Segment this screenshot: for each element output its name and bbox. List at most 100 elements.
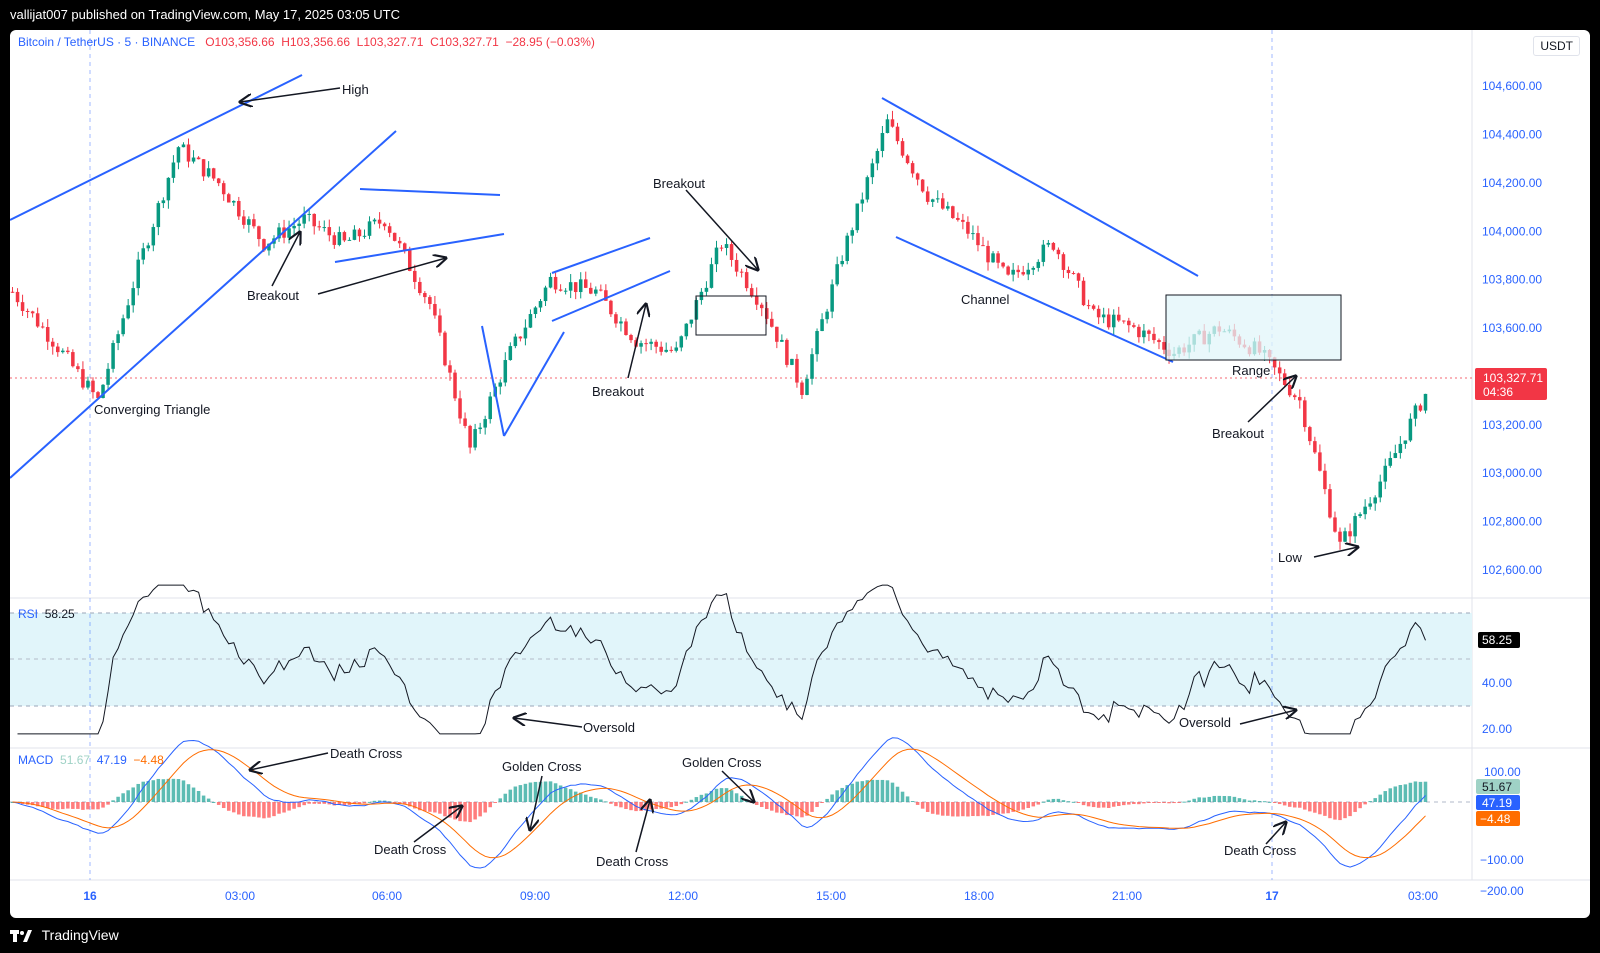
macd-histogram-bar	[1111, 802, 1116, 807]
macd-histogram-bar	[865, 780, 870, 802]
candle-body	[1358, 514, 1362, 517]
candle-body	[1408, 418, 1413, 441]
macd-histogram-bar	[1212, 795, 1217, 802]
candle-body	[196, 157, 201, 160]
brand-name: TradingView	[41, 927, 119, 943]
candle-body	[961, 219, 965, 222]
candle-body	[739, 271, 744, 273]
macd-histogram-bar	[131, 787, 135, 802]
candle-body	[10, 291, 15, 293]
candle-body	[146, 245, 151, 249]
macd-histogram-bar	[1177, 802, 1181, 803]
candle-body	[463, 418, 467, 426]
price-tick: 103,000.00	[1482, 466, 1542, 480]
triangle-upper-trendline	[10, 74, 303, 221]
rsi-series[interactable]	[17, 584, 1426, 735]
candle-body	[1116, 314, 1121, 321]
macd-histogram-bar	[96, 802, 100, 810]
macd-histogram-bar	[1222, 796, 1227, 802]
range-box[interactable]	[1165, 294, 1342, 361]
time-tick: 18:00	[964, 889, 994, 903]
macd-legend-macd: 47.19	[96, 753, 127, 767]
candle-body	[171, 162, 176, 178]
candle-body	[352, 229, 357, 240]
symbol-legend[interactable]: Bitcoin / TetherUS · 5 · BINANCE O103,35…	[18, 35, 595, 49]
candle-body	[413, 270, 417, 282]
candle-body	[709, 264, 714, 288]
macd-histogram-bar	[392, 802, 397, 803]
candle-body	[1292, 395, 1297, 398]
drawings[interactable]	[10, 74, 1199, 479]
rsi-axis[interactable]: 58.25 40.00 20.00	[1478, 632, 1520, 736]
macd-signal-badge-value: −4.48	[1480, 812, 1511, 826]
macd-histogram-bar	[604, 801, 608, 803]
candle-body	[448, 365, 452, 373]
candle-body	[302, 214, 306, 224]
macd-histogram-bar	[322, 802, 327, 804]
macd-histogram-bar	[1313, 802, 1317, 813]
macd-histogram-bar	[800, 802, 804, 818]
candle-body	[679, 336, 684, 348]
macd-histogram-bar	[413, 802, 417, 809]
candle-body	[1308, 427, 1312, 442]
macd-histogram-bar	[971, 802, 975, 817]
macd-histogram-bar	[860, 781, 865, 802]
candle-body	[558, 289, 563, 291]
chart-frame[interactable]: High Converging Triangle Breakout Breako…	[10, 30, 1590, 918]
symbol-name[interactable]: Bitcoin / TetherUS · 5 · BINANCE	[18, 35, 196, 49]
price-axis[interactable]: 104,600.00 104,400.00 104,200.00 104,000.00…	[1482, 79, 1542, 577]
candle-body	[815, 331, 819, 355]
candle-body	[1277, 367, 1282, 374]
rsi-legend[interactable]: RSI 58.25	[18, 607, 75, 621]
annotation-arrows[interactable]	[240, 87, 1358, 853]
macd-histogram-bar	[428, 802, 432, 812]
candle-body	[1333, 517, 1337, 532]
candle-body	[1081, 280, 1086, 306]
candle-series[interactable]	[10, 110, 1428, 550]
macd-histogram-bar	[785, 802, 789, 816]
chart-canvas[interactable]: High Converging Triangle Breakout Breako…	[10, 30, 1590, 918]
candle-body	[644, 343, 648, 345]
candle-body	[423, 293, 427, 298]
macd-histogram-bar	[101, 802, 105, 808]
candle-body	[327, 227, 332, 236]
candle-body	[292, 225, 296, 229]
candle-body	[1021, 272, 1025, 275]
candle-body	[186, 144, 191, 162]
label-death-cross-2: Death Cross	[374, 842, 447, 857]
macd-histogram-bar	[312, 802, 316, 804]
arrow-oversold-1	[514, 718, 583, 728]
macd-histogram-bar	[1086, 802, 1091, 807]
currency-button[interactable]: USDT	[1533, 36, 1580, 56]
candle-body	[649, 341, 653, 344]
macd-histogram-bar	[317, 802, 322, 804]
candle-body	[664, 349, 668, 352]
arrow-golden-cross-1	[530, 775, 543, 830]
macd-histogram-bar	[463, 802, 467, 822]
macd-histogram-bar	[1232, 796, 1237, 802]
candle-body	[1152, 333, 1156, 341]
macd-histogram-bar	[362, 802, 367, 804]
time-axis[interactable]: 16 03:00 06:00 09:00 12:00 15:00 18:00 21:00 17 0…	[83, 889, 1438, 903]
macd-histogram-bar	[1358, 802, 1362, 809]
macd-line-badge-value: 47.19	[1482, 796, 1512, 810]
ohlc-open: O103,356.66	[205, 35, 275, 49]
price-tick: 103,600.00	[1482, 321, 1542, 335]
macd-histogram-bar	[981, 802, 985, 816]
macd-histogram-bar	[795, 802, 799, 817]
macd-histogram-bar	[1046, 799, 1051, 802]
macd-legend[interactable]: MACD 51.67 47.19 −4.48	[18, 753, 164, 767]
macd-axis[interactable]: 100.00 51.67 47.19 −4.48 −100.00 −200.00	[1476, 765, 1524, 898]
candle-body	[951, 206, 955, 218]
last-price-value: 103,327.71	[1483, 371, 1543, 385]
macd-histogram-bar	[1001, 802, 1005, 814]
candle-body	[583, 279, 588, 288]
macd-histogram-bar	[1388, 788, 1393, 802]
candle-body	[307, 213, 311, 215]
candle-body	[775, 326, 779, 342]
candle-body	[538, 301, 543, 308]
macd-series[interactable]	[10, 737, 1472, 869]
consolidation-box[interactable]	[695, 295, 767, 336]
candle-body	[835, 264, 839, 285]
candle-body	[317, 226, 322, 228]
